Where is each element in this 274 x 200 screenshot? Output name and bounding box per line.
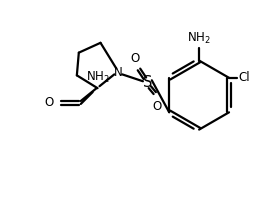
Text: NH$_2$: NH$_2$ bbox=[86, 70, 109, 85]
Text: NH$_2$: NH$_2$ bbox=[187, 31, 211, 46]
Text: O: O bbox=[152, 100, 161, 113]
Text: O: O bbox=[44, 96, 53, 109]
Text: O: O bbox=[130, 51, 140, 64]
Text: Cl: Cl bbox=[238, 71, 250, 84]
Text: S: S bbox=[143, 75, 153, 90]
Text: N: N bbox=[114, 66, 123, 79]
